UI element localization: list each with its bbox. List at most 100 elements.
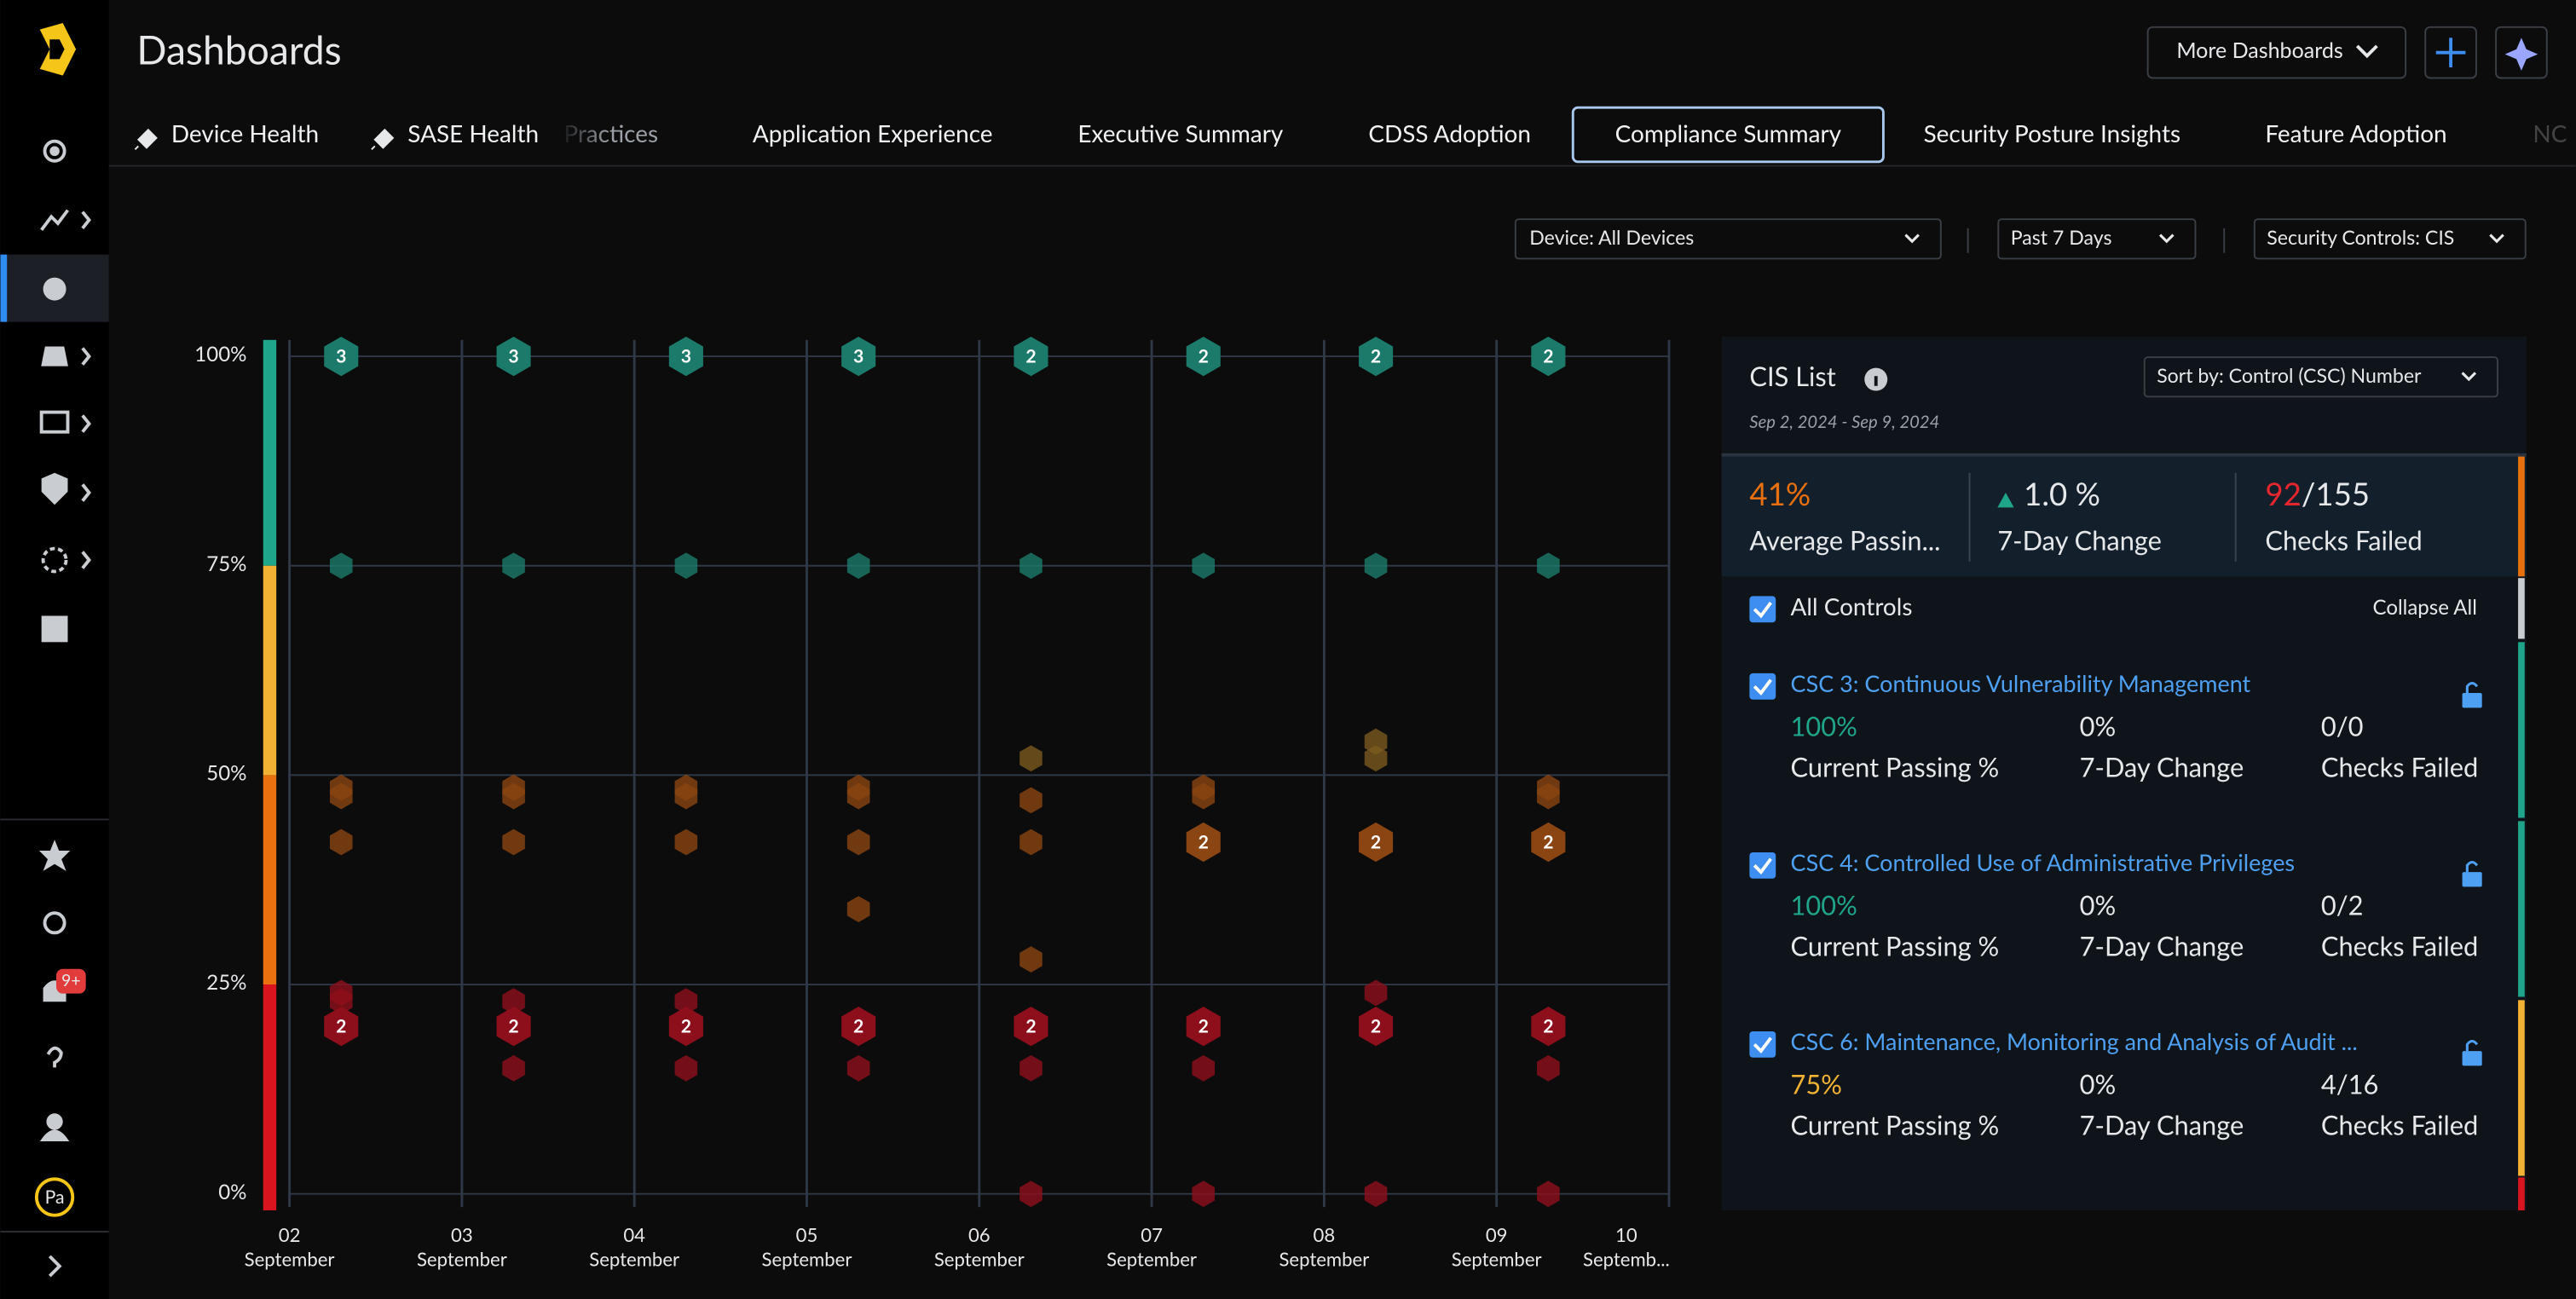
add-button[interactable] [2424, 26, 2477, 79]
nav-icon[interactable] [40, 209, 70, 231]
hex-point[interactable] [674, 828, 698, 856]
hex-point[interactable] [502, 552, 525, 580]
nav-icon[interactable] [43, 139, 66, 163]
control-title[interactable]: CSC 6: Maintenance, Monitoring and Analy… [1791, 1027, 2358, 1055]
point-count: 3 [508, 344, 518, 367]
hex-point[interactable] [324, 336, 359, 377]
hex-point[interactable] [846, 1054, 870, 1082]
hex-point[interactable] [502, 782, 525, 810]
tab[interactable]: Feature Adoption [2265, 118, 2446, 147]
favorites-icon[interactable] [38, 840, 71, 871]
collapse-all[interactable]: Collapse All [2372, 595, 2476, 620]
hex-point[interactable] [1186, 336, 1221, 377]
hex-point[interactable] [1537, 552, 1560, 580]
hex-point[interactable] [1019, 787, 1043, 814]
hex-point[interactable] [1364, 1181, 1388, 1208]
ai-button[interactable] [2495, 26, 2548, 79]
hex-point[interactable] [1019, 946, 1043, 973]
hex-point[interactable] [841, 336, 876, 377]
hex-point[interactable] [1364, 745, 1388, 772]
hex-point[interactable] [1531, 822, 1566, 863]
sort-dropdown[interactable] [2143, 356, 2498, 398]
hex-point[interactable] [1019, 1181, 1043, 1208]
hex-point[interactable] [846, 552, 870, 580]
more-dashboards-button[interactable] [2146, 26, 2407, 79]
hex-point[interactable] [1192, 1054, 1216, 1082]
hex-point[interactable] [1537, 1054, 1560, 1082]
tab[interactable]: Compliance Summary [1615, 118, 1842, 147]
nav-icon[interactable] [43, 277, 66, 301]
hex-point[interactable] [329, 552, 353, 580]
settings-icon[interactable] [43, 911, 66, 935]
hex-point[interactable] [329, 828, 353, 856]
help-icon[interactable] [46, 1046, 63, 1068]
tab[interactable]: Application Experience [753, 118, 993, 147]
hex-point[interactable] [496, 336, 531, 377]
checkbox[interactable] [1749, 673, 1776, 700]
hex-point[interactable] [1019, 552, 1043, 580]
hex-point[interactable] [674, 1054, 698, 1082]
hex-point[interactable] [496, 1007, 531, 1047]
checkbox[interactable] [1749, 1031, 1776, 1058]
hex-point[interactable] [502, 988, 525, 1015]
filter[interactable] [1514, 218, 1942, 260]
hex-point[interactable] [1192, 1181, 1216, 1208]
hex-point[interactable] [1359, 822, 1394, 863]
hex-point[interactable] [668, 1007, 703, 1047]
filter[interactable] [2253, 218, 2527, 260]
checkbox[interactable] [1749, 596, 1776, 623]
hex-point[interactable] [674, 782, 698, 810]
hex-point[interactable] [846, 828, 870, 856]
hex-point[interactable] [329, 782, 353, 810]
control-title[interactable]: CSC 3: Continuous Vulnerability Manageme… [1791, 669, 2251, 697]
tab[interactable]: CDSS Adoption [1368, 118, 1531, 147]
checkbox[interactable] [1749, 852, 1776, 879]
hex-point[interactable] [674, 552, 698, 580]
avatar[interactable] [34, 1177, 75, 1217]
hex-point[interactable] [1019, 1054, 1043, 1082]
hex-point[interactable] [502, 828, 525, 856]
expand-icon[interactable] [48, 1255, 62, 1278]
hex-point[interactable] [1014, 1007, 1048, 1047]
user-icon[interactable] [46, 1113, 63, 1130]
hex-point[interactable] [1531, 336, 1566, 377]
hex-point[interactable] [1364, 728, 1388, 755]
hex-point[interactable] [1364, 979, 1388, 1007]
hex-point[interactable] [1537, 782, 1560, 810]
hex-point[interactable] [502, 1054, 525, 1082]
nav-icon[interactable] [41, 346, 68, 367]
nav-icon[interactable] [41, 615, 68, 643]
summary-border [1721, 453, 2527, 457]
hex-point[interactable] [1186, 822, 1221, 863]
hex-point[interactable] [1019, 828, 1043, 856]
hex-point[interactable] [1364, 552, 1388, 580]
summary-dividers [1968, 472, 2237, 562]
nav-icon[interactable] [41, 546, 68, 574]
hex-point[interactable] [1019, 745, 1043, 772]
hex-point[interactable] [668, 336, 703, 377]
control-change-label: 7-Day Change [2080, 751, 2244, 782]
tab[interactable]: Executive Summary [1077, 118, 1284, 147]
hex-point[interactable] [1014, 336, 1048, 377]
filter[interactable] [1997, 218, 2197, 260]
nav-icon[interactable] [41, 472, 68, 505]
hex-point[interactable] [324, 1007, 359, 1047]
tab[interactable]: Device Health [171, 118, 319, 147]
hex-point[interactable] [841, 1007, 876, 1047]
hex-point[interactable] [1359, 1007, 1394, 1047]
hex-point[interactable] [1359, 336, 1394, 377]
nav-icon[interactable] [39, 410, 70, 434]
hex-point[interactable] [674, 988, 698, 1015]
tab[interactable]: SASE Health [407, 118, 539, 147]
control-title[interactable]: CSC 4: Controlled Use of Administrative … [1791, 848, 2296, 876]
hex-point[interactable] [846, 782, 870, 810]
tab[interactable]: Security Posture Insights [1924, 118, 2180, 147]
hex-point[interactable] [846, 896, 870, 923]
hex-point[interactable] [1186, 1007, 1221, 1047]
hex-point[interactable] [329, 988, 353, 1015]
hex-point[interactable] [1192, 782, 1216, 810]
hex-point[interactable] [1531, 1007, 1566, 1047]
hex-point[interactable] [1537, 1181, 1560, 1208]
hex-point[interactable] [1192, 552, 1216, 580]
tab[interactable]: NC [2533, 118, 2567, 147]
